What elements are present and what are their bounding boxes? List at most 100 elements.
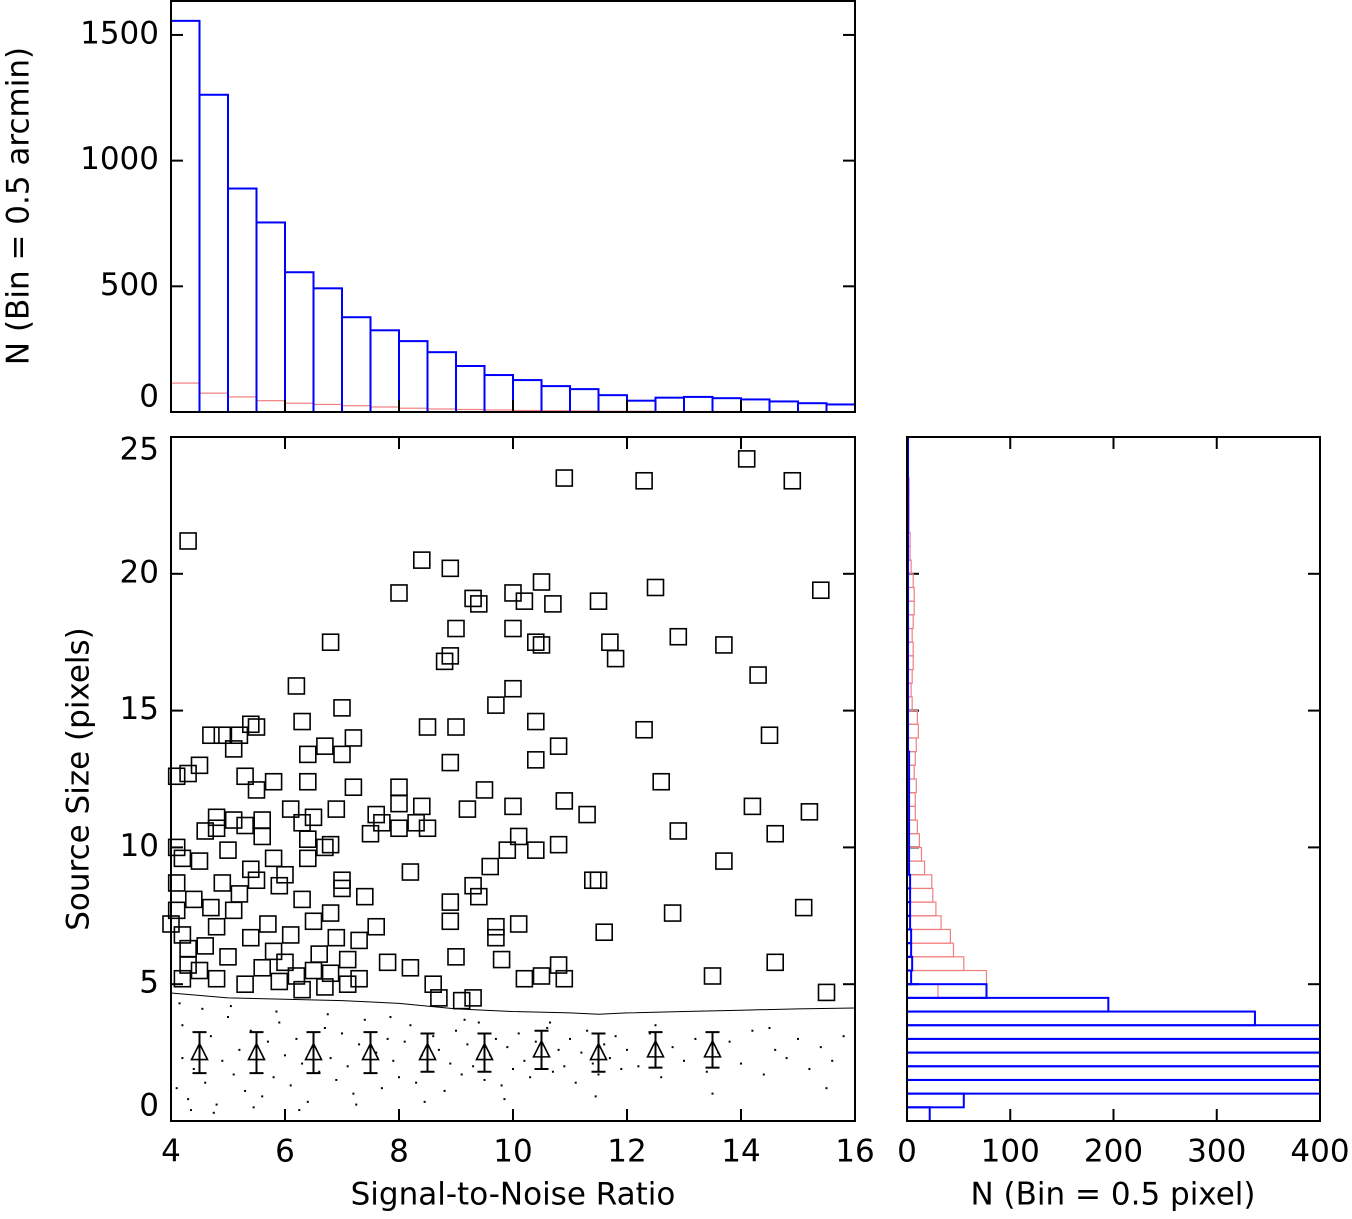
dot-marker bbox=[249, 1029, 252, 1032]
dot-marker bbox=[272, 1076, 275, 1079]
histogram-bar bbox=[907, 942, 955, 958]
square-marker bbox=[458, 800, 477, 818]
square-marker bbox=[202, 726, 220, 745]
square-marker bbox=[310, 945, 329, 963]
dot-marker bbox=[825, 1087, 828, 1090]
square-marker bbox=[293, 813, 311, 832]
dot-marker bbox=[229, 1005, 232, 1008]
square-marker bbox=[487, 917, 505, 936]
square-marker bbox=[601, 633, 619, 652]
square-marker bbox=[663, 904, 682, 922]
square-marker bbox=[498, 841, 517, 859]
square-marker bbox=[270, 876, 289, 895]
dot-marker bbox=[335, 1078, 338, 1081]
square-marker bbox=[321, 964, 340, 983]
square-marker bbox=[509, 915, 528, 933]
y-tick-label: 1500 bbox=[80, 15, 159, 51]
square-marker bbox=[247, 781, 266, 799]
dot-marker bbox=[740, 1062, 742, 1065]
square-marker bbox=[390, 778, 408, 797]
dot-marker bbox=[423, 1100, 426, 1103]
error-bar bbox=[363, 1031, 378, 1075]
square-marker bbox=[401, 863, 420, 881]
error-bar bbox=[192, 1031, 207, 1075]
square-marker bbox=[447, 718, 465, 736]
triangle-marker bbox=[418, 1041, 437, 1061]
square-marker bbox=[236, 816, 254, 835]
dot-marker bbox=[466, 1043, 469, 1046]
dot-marker bbox=[204, 1081, 207, 1084]
plot-frame bbox=[170, 0, 856, 413]
histogram-bar bbox=[825, 403, 855, 412]
square-marker bbox=[578, 805, 596, 824]
dot-marker bbox=[403, 1040, 406, 1043]
square-marker bbox=[441, 893, 460, 911]
square-marker bbox=[185, 890, 203, 909]
square-marker bbox=[287, 677, 306, 695]
error-bar bbox=[591, 1032, 606, 1073]
square-marker bbox=[703, 967, 722, 985]
square-marker bbox=[549, 737, 568, 755]
dot-marker bbox=[221, 1059, 224, 1062]
square-marker bbox=[441, 559, 460, 578]
square-marker bbox=[224, 811, 243, 829]
square-marker bbox=[595, 923, 614, 942]
histogram-bar bbox=[284, 402, 315, 412]
square-marker bbox=[321, 633, 340, 652]
square-marker bbox=[646, 578, 665, 597]
dot-marker bbox=[774, 1048, 777, 1051]
square-marker bbox=[447, 948, 465, 966]
square-marker bbox=[293, 890, 311, 909]
square-marker bbox=[355, 887, 374, 906]
square-marker bbox=[435, 652, 454, 671]
histogram-bar bbox=[907, 915, 942, 931]
square-marker bbox=[412, 551, 431, 569]
square-marker bbox=[230, 726, 249, 745]
square-marker bbox=[504, 797, 522, 816]
square-marker bbox=[281, 926, 300, 944]
dot-marker bbox=[660, 1076, 663, 1079]
square-marker bbox=[293, 980, 311, 999]
dot-marker bbox=[831, 1059, 834, 1062]
plot-frame bbox=[906, 436, 1321, 1122]
square-marker bbox=[481, 857, 500, 876]
square-marker bbox=[196, 822, 214, 840]
square-marker bbox=[264, 849, 283, 868]
histogram-bar bbox=[907, 996, 1110, 1013]
x-tick-label: 16 bbox=[835, 1134, 874, 1170]
dot-marker bbox=[637, 1065, 640, 1068]
square-marker bbox=[418, 718, 437, 736]
error-bar bbox=[249, 1031, 264, 1075]
error-bar bbox=[705, 1031, 720, 1069]
square-marker bbox=[247, 718, 266, 736]
y-tick-label: 5 bbox=[139, 965, 159, 1001]
square-marker bbox=[202, 898, 220, 917]
triangle-marker bbox=[247, 1041, 266, 1061]
square-marker bbox=[475, 781, 494, 799]
dot-marker bbox=[808, 1068, 811, 1071]
square-marker bbox=[464, 989, 482, 1007]
square-marker bbox=[242, 860, 260, 879]
square-marker bbox=[447, 619, 465, 638]
square-marker bbox=[276, 953, 294, 972]
error-bar bbox=[477, 1032, 492, 1073]
dot-marker bbox=[318, 1070, 321, 1073]
dot-marker bbox=[614, 1035, 617, 1038]
histogram-bar bbox=[711, 397, 742, 412]
dot-marker bbox=[409, 1024, 412, 1027]
histogram-bar bbox=[255, 400, 286, 412]
histogram-bar bbox=[907, 901, 937, 917]
bars bbox=[907, 437, 1320, 1121]
square-marker bbox=[715, 852, 733, 870]
square-marker bbox=[412, 797, 431, 816]
histogram-bar bbox=[907, 1078, 1320, 1095]
square-marker bbox=[298, 745, 317, 764]
dot-marker bbox=[289, 1084, 292, 1087]
dot-marker bbox=[608, 1057, 611, 1060]
histogram-bar bbox=[312, 403, 343, 412]
square-marker bbox=[298, 849, 317, 868]
dot-marker bbox=[232, 1073, 235, 1076]
histogram-bar bbox=[797, 402, 828, 412]
